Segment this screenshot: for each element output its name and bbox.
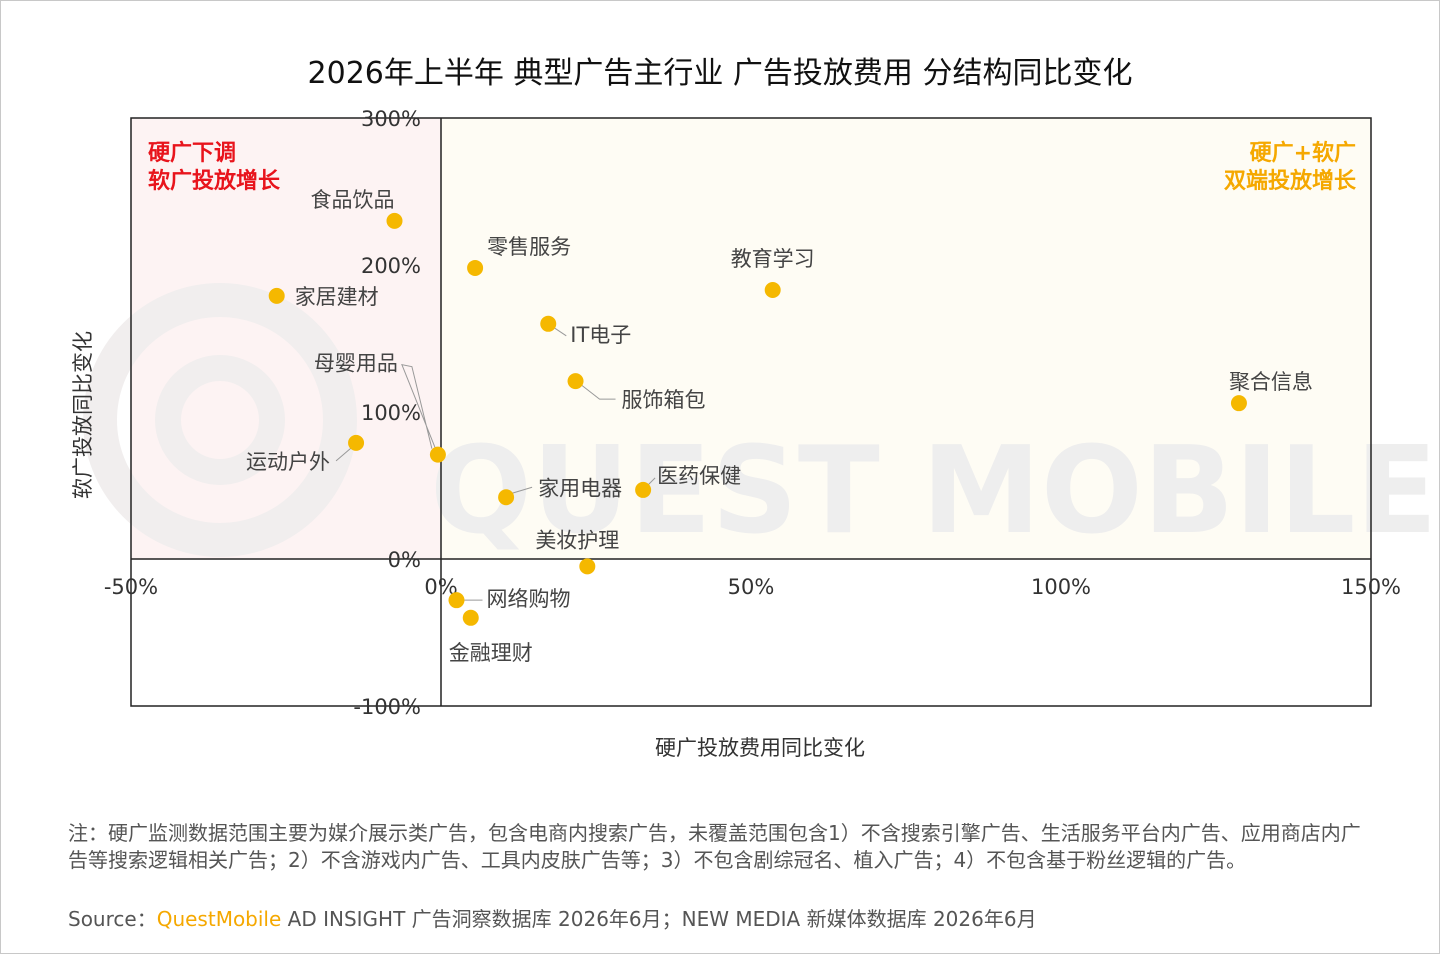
quadrant-top-right-label: 双端投放增长	[1224, 168, 1357, 194]
data-point-label: 金融理财	[449, 641, 533, 665]
data-point	[462, 609, 479, 626]
data-point-label: 聚合信息	[1229, 370, 1313, 394]
data-point	[1230, 395, 1247, 412]
data-point-label: 网络购物	[487, 587, 571, 611]
data-point-label: 家用电器	[538, 476, 622, 500]
y-tick-label: 300%	[361, 107, 421, 131]
x-axis-title: 硬广投放费用同比变化	[655, 736, 865, 760]
data-point-label: 母婴用品	[314, 352, 398, 376]
data-point-label: 食品饮品	[311, 188, 395, 212]
x-tick-label: 100%	[1031, 575, 1091, 599]
y-tick-label: 200%	[361, 254, 421, 278]
data-point	[579, 558, 596, 575]
watermark-text: QUEST MOBILE	[430, 422, 1437, 561]
data-point	[764, 281, 781, 298]
quadrant-top-right-bg	[441, 118, 1371, 559]
data-point-label: 零售服务	[487, 235, 571, 259]
y-tick-label: 0%	[388, 548, 421, 572]
source-line: Source：QuestMobile AD INSIGHT 广告洞察数据库 20…	[68, 903, 1037, 932]
data-point	[567, 373, 584, 390]
data-point-label: 教育学习	[731, 247, 815, 271]
data-point	[386, 212, 403, 229]
data-point	[348, 434, 365, 451]
data-point-label: IT电子	[570, 323, 631, 347]
data-point-label: 运动户外	[246, 450, 330, 474]
footnote: 注：硬广监测数据范围主要为媒介展示类广告，包含电商内搜索广告，未覆盖范围包含1）…	[68, 821, 1361, 872]
data-point	[635, 481, 652, 498]
source-label: Source：	[68, 907, 157, 931]
y-tick-label: 100%	[361, 401, 421, 425]
plot-border	[130, 117, 1372, 707]
x-tick-label: -50%	[104, 575, 158, 599]
quadrant-top-right-label: 硬广+软广	[1250, 140, 1356, 166]
chart-title: 2026年上半年 典型广告主行业 广告投放费用 分结构同比变化	[307, 56, 1133, 91]
data-point	[268, 287, 285, 304]
data-point-label: 医药保健	[657, 464, 741, 488]
quadrant-top-left-label: 硬广下调	[148, 140, 236, 166]
x-tick-label: 150%	[1341, 575, 1401, 599]
watermark-logo-ring	[83, 283, 357, 557]
data-point-label: 美妆护理	[535, 528, 619, 552]
quadrant-top-left-label: 软广投放增长	[148, 168, 281, 194]
data-point-label: 服饰箱包	[622, 388, 706, 412]
data-point	[448, 592, 465, 609]
x-tick-label: 50%	[728, 575, 775, 599]
leader-line	[401, 363, 439, 455]
source-brand: QuestMobile	[156, 907, 282, 931]
data-point	[429, 446, 446, 463]
data-point	[540, 315, 557, 332]
data-point	[467, 259, 484, 276]
data-point-label: 家居建材	[295, 285, 379, 309]
data-point	[498, 489, 515, 506]
source-text: AD INSIGHT 广告洞察数据库 2026年6月；NEW MEDIA 新媒体…	[281, 907, 1037, 931]
y-axis-title: 软广投放同比变化	[71, 331, 95, 499]
y-tick-label: -100%	[353, 695, 421, 719]
watermark-logo-inner	[155, 355, 285, 485]
